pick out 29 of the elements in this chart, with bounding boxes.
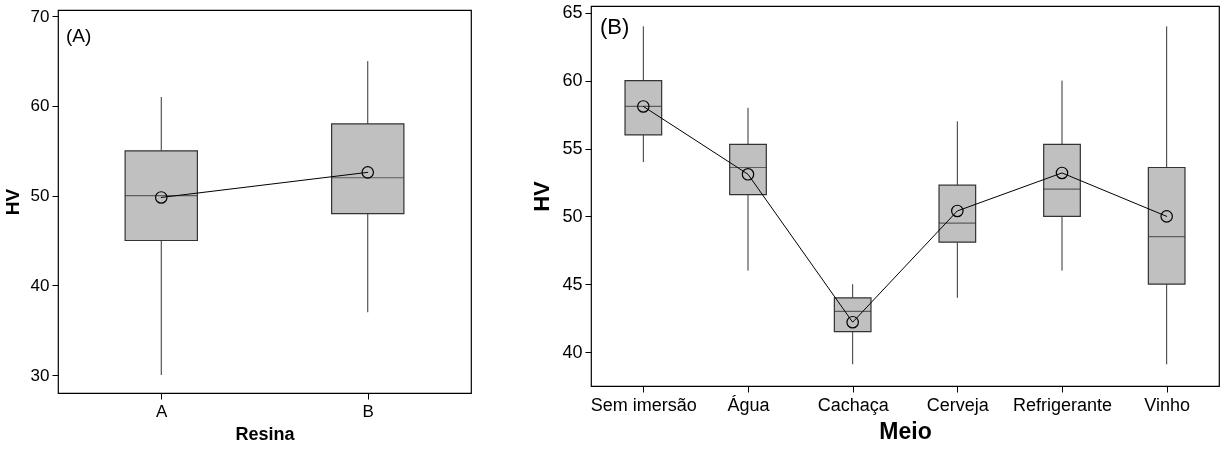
x-tick-label: Cerveja — [926, 394, 990, 415]
x-tick-label: Água — [727, 394, 771, 415]
y-tick-label: 30 — [30, 365, 50, 385]
point — [1055, 166, 1069, 180]
y-tick-label: 45 — [562, 273, 583, 294]
y-tick-label: 50 — [30, 186, 50, 206]
annotation: (A) — [66, 25, 92, 46]
annotation: (B) — [600, 14, 630, 39]
y-tick-label: 50 — [562, 205, 583, 226]
point — [1160, 210, 1173, 223]
y-tick-label: 40 — [30, 275, 50, 295]
y-axis-title: HV — [529, 180, 555, 212]
y-tick-label: 60 — [30, 96, 50, 116]
y-tick-label: 60 — [562, 70, 583, 91]
x-axis-title: Resina — [235, 423, 296, 444]
y-tick-label: 40 — [562, 341, 583, 362]
y-tick-label: 55 — [562, 138, 583, 158]
x-tick-label: B — [362, 401, 374, 421]
y-tick-label: 65 — [562, 2, 583, 23]
x-tick-label: Cachaça — [817, 394, 890, 415]
x-tick-label: A — [156, 401, 169, 421]
x-tick-label: Sem imersão — [590, 394, 697, 415]
x-tick-label: Refrigerante — [1012, 394, 1113, 415]
point — [637, 100, 650, 113]
point — [951, 204, 964, 218]
y-tick-label: 70 — [30, 6, 50, 26]
x-tick-label: Vinho — [1144, 394, 1191, 415]
y-axis-title: HV — [1, 188, 23, 216]
x-axis-title: Meio — [879, 417, 932, 444]
